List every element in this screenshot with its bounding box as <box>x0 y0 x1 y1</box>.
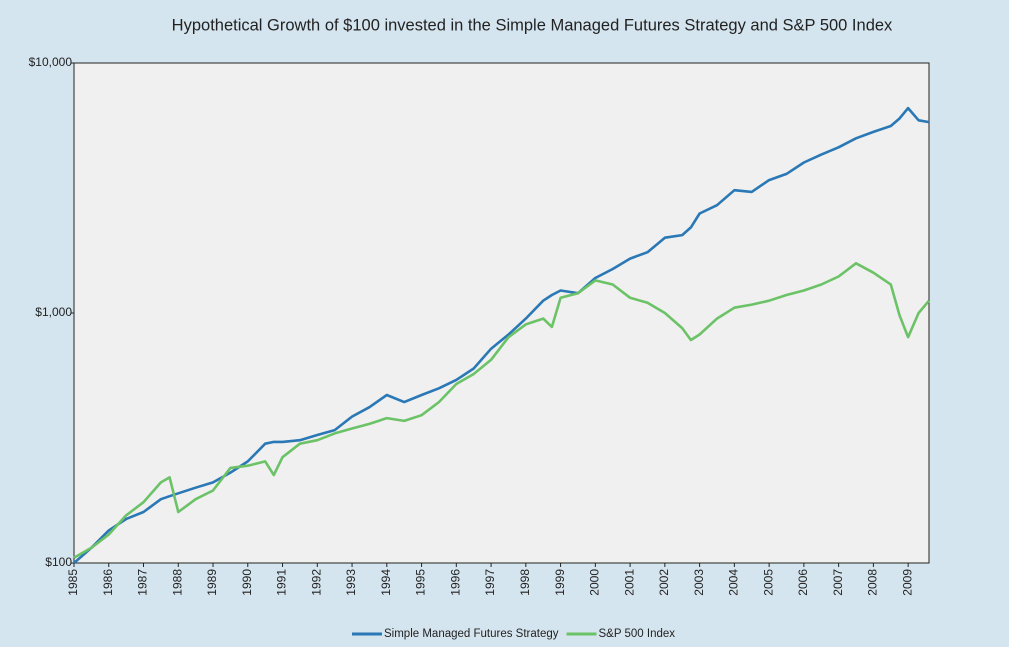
x-tick-label: 1994 <box>379 569 393 596</box>
plot-area <box>73 62 930 564</box>
x-tick-label: 2000 <box>588 569 602 596</box>
x-tick-label: 1989 <box>205 569 219 596</box>
x-tick-label: 1990 <box>240 569 254 596</box>
x-tick-label: 2008 <box>866 569 880 596</box>
x-tick-label: 1987 <box>136 569 150 596</box>
x-tick-label: 1995 <box>414 569 428 596</box>
x-tick-label: 2002 <box>657 569 671 596</box>
legend-label: Simple Managed Futures Strategy <box>384 628 559 640</box>
y-tick-label: $1,000 <box>35 305 72 319</box>
x-tick-label: 1998 <box>518 569 532 596</box>
x-tick-label: 2004 <box>727 569 741 596</box>
x-tick-label: 1997 <box>483 569 497 596</box>
x-tick-label: 1992 <box>309 569 323 596</box>
series-line <box>73 106 930 564</box>
x-tick-label: 2003 <box>692 569 706 596</box>
y-tick-label: $10,000 <box>29 55 73 69</box>
x-tick-label: 1999 <box>553 569 567 596</box>
x-tick-label: 1996 <box>448 569 462 596</box>
x-tick-label: 2009 <box>900 569 914 596</box>
x-tick-label: 2001 <box>622 569 636 596</box>
x-tick-label: 2007 <box>831 569 845 596</box>
x-tick-label: 2005 <box>761 569 775 596</box>
x-tick-label: 2006 <box>796 569 810 596</box>
x-tick-label: 1991 <box>275 569 289 596</box>
x-tick-label: 1986 <box>101 569 115 596</box>
x-tick-label: 1985 <box>66 569 80 596</box>
x-tick-label: 1988 <box>170 569 184 596</box>
x-tick-label: 1993 <box>344 569 358 596</box>
series-line <box>73 262 930 559</box>
legend-label: S&P 500 Index <box>599 628 676 640</box>
y-tick-label: $100 <box>45 555 72 569</box>
chart-title: Hypothetical Growth of $100 invested in … <box>172 16 893 34</box>
